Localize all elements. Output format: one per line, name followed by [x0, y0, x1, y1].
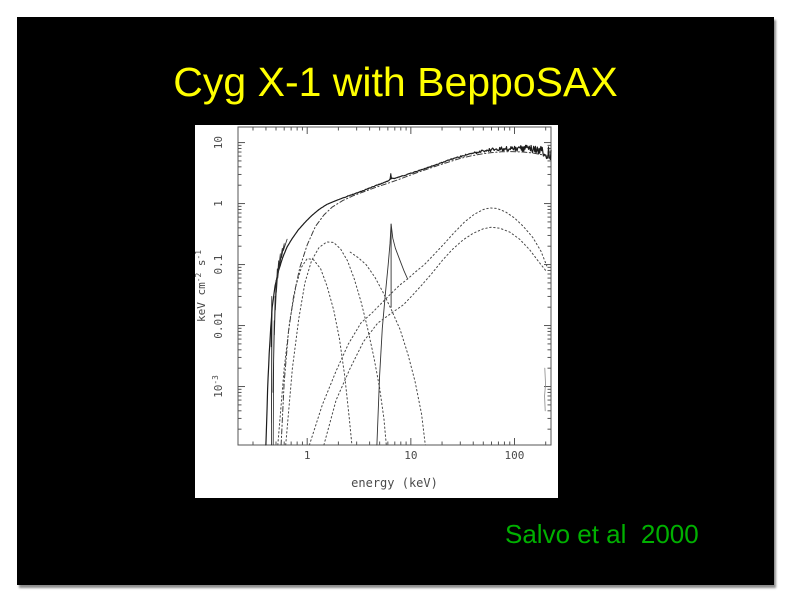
- svg-text:10: 10: [404, 449, 417, 462]
- slide-title: Cyg X-1 with BeppoSAX: [173, 59, 618, 105]
- spectrum-figure: 1 10 100 10-3 0.01 0.1 1 10 energy (keV) keV cm-2…: [195, 125, 558, 498]
- svg-text:keV cm-2 s-1: keV cm-2 s-1: [195, 250, 208, 322]
- spectrum-plot: 1 10 100 10-3 0.01 0.1 1 10 energy (keV) keV cm-2…: [195, 126, 552, 490]
- svg-text:energy (keV): energy (keV): [351, 476, 438, 490]
- svg-text:1: 1: [304, 449, 311, 462]
- svg-text:0.1: 0.1: [212, 255, 225, 275]
- svg-text:0.01: 0.01: [212, 312, 225, 339]
- svg-text:1: 1: [212, 200, 225, 207]
- svg-text:100: 100: [505, 449, 525, 462]
- svg-text:10-3: 10-3: [211, 375, 225, 398]
- slide: Cyg X-1 with BeppoSAX 1 10 100 10-3 0.01 0.1 1…: [17, 17, 774, 585]
- svg-text:10: 10: [212, 136, 225, 149]
- citation-text: Salvo et al 2000: [505, 519, 699, 549]
